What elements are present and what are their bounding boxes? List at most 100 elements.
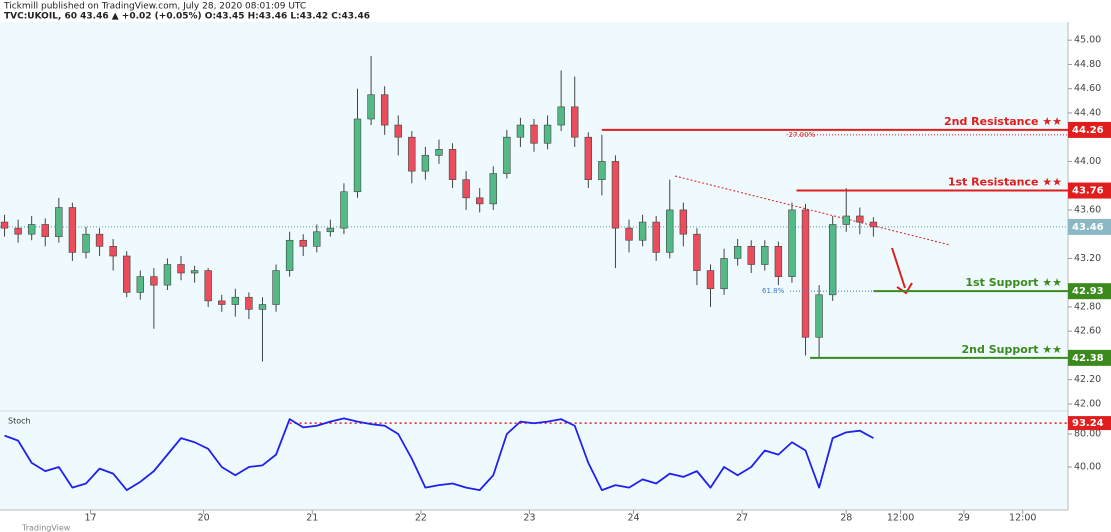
trend-line [674,175,951,246]
x-tick-label: 12:00 [1009,513,1036,524]
candle-body [340,191,348,229]
price-tag [1068,283,1111,300]
y-tick-label: 44.00 [1074,156,1101,167]
candle-body [0,221,9,229]
candle-body [706,270,715,290]
candle-body [869,221,878,228]
candle-body [530,124,538,144]
watermark: TradingView [21,524,71,532]
candle-body [353,118,362,193]
candle-body [720,258,728,290]
level-name: 2nd Resistance ★★ [944,115,1062,128]
candle-body [761,246,769,265]
level-name: 1st Support ★★ [965,276,1062,289]
candle-body [666,209,674,253]
candle-body [68,207,77,253]
candle-body [14,227,22,235]
candle-body [380,94,389,126]
candle-body [177,264,185,274]
y-tick-label: 42.60 [1074,326,1101,337]
arrow-head [896,282,913,295]
candle-body [571,106,579,138]
candle-body [747,246,755,265]
x-tick-label: 29 [958,513,970,524]
price-tag [1068,349,1111,366]
candle-body [557,106,565,126]
price-tag-label: 43.76 [1072,186,1104,197]
candle-body [245,296,253,310]
y-tick-label: 43.20 [1074,253,1101,264]
stoch-line [4,417,874,492]
x-tick-label: 12:00 [887,513,914,524]
symbol-line: TVC:UKOIL, 60 43.46 ▲ +0.02 (+0.05%) O:4… [4,12,370,22]
candle-body [421,155,430,172]
candle-body [815,294,823,338]
candle-body [55,207,63,237]
x-tick-label: 21 [306,513,318,524]
candle-body [774,246,783,277]
x-tick-label: 27 [736,513,748,524]
candle-body [231,296,240,305]
x-tick-label: 20 [198,513,210,524]
candle-body [788,209,796,277]
candle-body [109,246,117,257]
x-tick-label: 23 [523,513,535,524]
price-pane [0,22,1068,410]
price-tag-label: 44.26 [1072,125,1104,136]
y-tick-label: 42.20 [1074,374,1101,385]
annotation: 61.8% [762,287,785,295]
candle-body [625,227,633,241]
candle-body [367,94,375,120]
candle-body [842,215,850,225]
candle-body [462,179,470,199]
candle-body [489,173,497,205]
price-tag [1068,182,1111,199]
candle-body [516,124,525,138]
level-name: 2nd Support ★★ [962,343,1063,356]
x-tick-label: 24 [628,513,640,524]
price-tag-label: 42.93 [1072,286,1104,297]
candle-body [190,270,199,274]
y-tick-label: 44.80 [1074,59,1101,70]
candle-body [476,197,484,205]
y-tick-label: 44.40 [1074,107,1101,118]
x-tick-label: 22 [415,513,427,524]
candle-body [408,136,416,172]
x-tick-label: 17 [84,513,96,524]
price-tag-label: 42.38 [1072,353,1104,364]
arrow-shaft [891,247,906,289]
candle-body [733,246,742,259]
last-price-label: 43.46 [1072,222,1104,233]
candle-body [856,215,864,223]
candle-body [41,224,49,237]
candle-body [82,233,90,253]
candle-body [435,149,443,156]
candle-body [204,270,212,302]
publisher: Tickmill published on TradingView.com, J… [3,2,306,12]
candle-body [27,224,36,235]
candle-body [598,161,606,180]
candle-body [326,227,335,233]
stoch-label: Stoch [8,417,31,426]
candle-body [394,124,402,138]
stoch-level-tag [1068,416,1111,431]
stoch-tick-label: 40.00 [1074,462,1101,473]
candle-body [652,221,660,253]
y-tick-label: 42.00 [1074,398,1101,409]
candle-body [272,270,280,305]
candle-body [801,209,810,338]
candle-body [299,239,307,247]
candle-body [95,233,104,247]
candle-body [828,224,837,296]
y-tick-label: 44.60 [1074,83,1101,94]
candle-body [123,255,131,293]
candle-body [136,276,144,293]
y-tick-label: 45.00 [1074,35,1101,46]
level-name: 1st Resistance ★★ [948,176,1062,189]
candle-body [163,264,172,286]
candle-body [448,149,457,180]
candle-body [693,233,701,271]
y-tick-label: 43.60 [1074,204,1101,215]
candle-body [584,136,592,180]
candle-body [285,239,294,271]
